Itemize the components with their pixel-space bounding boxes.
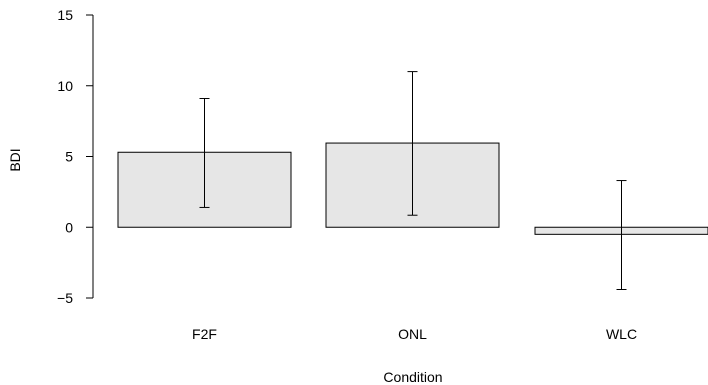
y-tick-label: 0 <box>65 219 73 235</box>
y-tick-label: 10 <box>57 78 73 94</box>
y-axis: −5 0 5 10 15 <box>57 7 94 306</box>
y-axis-title: BDI <box>7 148 23 171</box>
x-tick-label: ONL <box>398 326 427 342</box>
x-tick-label: F2F <box>192 326 217 342</box>
x-axis-labels: F2F ONL WLC <box>192 326 637 342</box>
error-bar-onl <box>407 71 418 216</box>
y-tick-label: 15 <box>57 7 73 23</box>
error-bar-wlc <box>616 180 627 291</box>
x-tick-label: WLC <box>606 326 637 342</box>
error-bar-f2f <box>199 97 210 208</box>
y-tick-label: −5 <box>57 290 73 306</box>
y-tick-label: 5 <box>65 149 73 165</box>
x-axis-title: Condition <box>383 369 442 385</box>
error-bars <box>199 71 627 291</box>
